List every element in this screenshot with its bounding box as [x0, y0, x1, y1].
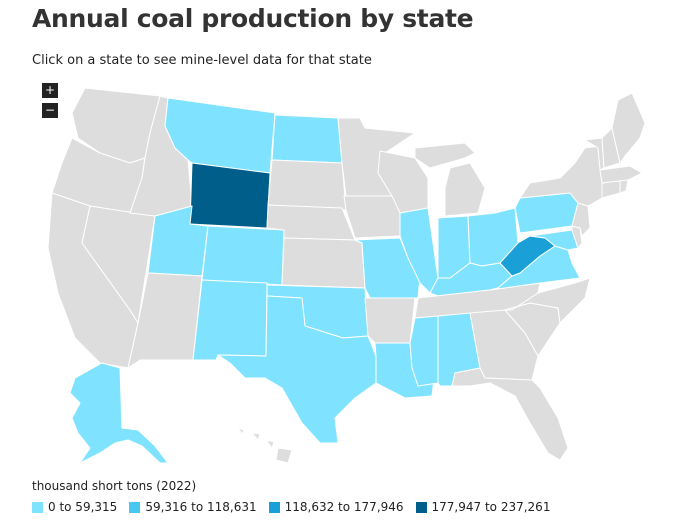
- legend-item: 177,947 to 237,261: [415, 500, 551, 514]
- legend-item: 118,632 to 177,946: [268, 500, 404, 514]
- page-subtitle: Click on a state to see mine-level data …: [32, 53, 372, 68]
- state-ks[interactable]: [281, 237, 366, 289]
- state-mi[interactable]: [414, 142, 486, 217]
- legend-swatch: [32, 501, 43, 513]
- legend-label: 59,316 to 118,631: [145, 500, 257, 514]
- map-svg: [47, 87, 646, 463]
- legend: 0 to 59,315 59,316 to 118,631 118,632 to…: [32, 500, 550, 514]
- state-tx[interactable]: [217, 295, 377, 444]
- state-sd[interactable]: [267, 159, 347, 211]
- state-pa[interactable]: [514, 192, 579, 234]
- legend-label: 177,947 to 237,261: [431, 500, 551, 514]
- state-vt[interactable]: [584, 137, 605, 171]
- state-wy[interactable]: [189, 162, 271, 229]
- state-me[interactable]: [611, 92, 646, 164]
- state-ri[interactable]: [619, 179, 629, 194]
- state-nd[interactable]: [271, 114, 343, 164]
- zoom-in-button[interactable]: +: [42, 83, 58, 98]
- legend-item: 0 to 59,315: [32, 500, 117, 514]
- legend-title: thousand short tons (2022): [32, 479, 197, 493]
- page-title: Annual coal production by state: [32, 4, 474, 33]
- legend-label: 0 to 59,315: [48, 500, 118, 514]
- legend-swatch: [129, 501, 141, 513]
- us-state-map: [20, 78, 680, 463]
- legend-swatch: [415, 501, 427, 513]
- legend-swatch: [268, 501, 280, 513]
- state-nc[interactable]: [504, 277, 591, 324]
- state-ak[interactable]: [69, 362, 169, 463]
- state-nm[interactable]: [192, 279, 268, 361]
- state-ms[interactable]: [409, 315, 439, 387]
- state-ar[interactable]: [364, 297, 416, 344]
- state-hi[interactable]: [237, 427, 293, 463]
- state-il[interactable]: [399, 207, 439, 294]
- state-fl[interactable]: [451, 367, 569, 461]
- legend-item: 59,316 to 118,631: [129, 500, 257, 514]
- state-ma[interactable]: [599, 165, 643, 184]
- legend-label: 118,632 to 177,946: [284, 500, 404, 514]
- zoom-out-button[interactable]: −: [42, 103, 58, 118]
- state-co[interactable]: [201, 225, 285, 286]
